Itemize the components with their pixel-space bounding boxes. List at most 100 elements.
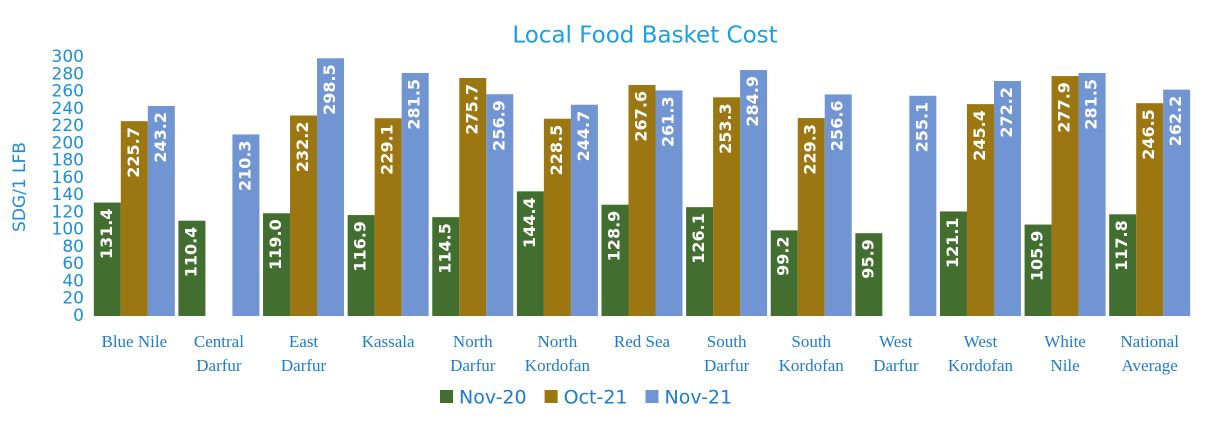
y-tick-label: 260 xyxy=(52,82,84,102)
y-tick-label: 160 xyxy=(52,168,84,188)
legend-label: Nov-20 xyxy=(459,387,527,409)
bar xyxy=(1078,72,1106,316)
bar xyxy=(570,104,598,316)
data-label: 244.7 xyxy=(574,111,593,162)
data-label: 99.2 xyxy=(774,236,793,275)
bar xyxy=(740,70,768,316)
bar xyxy=(374,118,402,317)
legend-label: Oct-21 xyxy=(564,387,628,409)
bar xyxy=(290,115,318,316)
bar xyxy=(966,104,994,316)
data-label: 126.1 xyxy=(689,213,708,264)
x-tick-label: Kassala xyxy=(362,332,415,351)
bar xyxy=(855,233,883,316)
legend-swatch xyxy=(440,390,453,403)
legend-label: Nov-21 xyxy=(665,387,733,409)
bar xyxy=(93,202,121,316)
bar xyxy=(909,95,937,316)
data-label: 105.9 xyxy=(1028,231,1047,282)
bar xyxy=(686,207,714,316)
y-tick-label: 300 xyxy=(52,47,84,67)
y-tick-label: 60 xyxy=(62,254,84,274)
y-tick-label: 180 xyxy=(52,151,84,171)
bar xyxy=(1024,224,1052,316)
data-label: 210.3 xyxy=(235,140,254,191)
bar xyxy=(516,191,544,316)
data-label: 253.3 xyxy=(716,103,735,154)
x-tick-label: West Kordofan xyxy=(948,332,1014,375)
data-label: 246.5 xyxy=(1139,109,1158,160)
x-tick-label: North Kordofan xyxy=(525,332,591,375)
bar xyxy=(1109,214,1137,316)
bar xyxy=(120,121,148,317)
data-label: 272.2 xyxy=(997,87,1016,138)
data-label: 229.3 xyxy=(801,124,820,175)
x-tick-label: West Darfur xyxy=(873,332,919,375)
legend-swatch xyxy=(645,390,659,403)
bar xyxy=(770,230,798,316)
x-tick-label: South Kordofan xyxy=(779,332,845,375)
x-tick-label: South Darfur xyxy=(704,332,750,375)
y-tick-label: 220 xyxy=(52,116,84,136)
y-tick-label: 80 xyxy=(62,237,84,257)
bar xyxy=(486,94,514,317)
data-label: 256.6 xyxy=(828,100,847,151)
x-tick-label: North Darfur xyxy=(450,332,496,375)
y-tick-label: 0 xyxy=(73,306,84,326)
y-tick-label: 240 xyxy=(52,99,84,119)
data-label: 243.2 xyxy=(151,112,170,163)
data-label: 255.1 xyxy=(912,102,931,153)
bar xyxy=(1163,89,1191,316)
data-label: 225.7 xyxy=(124,127,143,178)
data-label: 144.4 xyxy=(520,197,539,248)
bar xyxy=(713,97,741,317)
chart-title: Local Food Basket Cost xyxy=(512,23,777,49)
x-tick-label: Blue Nile xyxy=(101,332,167,351)
data-label: 277.9 xyxy=(1055,82,1074,133)
y-axis-label: SDG/1 LFB xyxy=(10,142,30,232)
y-tick-label: 280 xyxy=(52,64,84,84)
y-tick-label: 20 xyxy=(62,289,84,309)
data-label: 262.2 xyxy=(1166,96,1185,147)
data-label: 298.5 xyxy=(320,64,339,115)
x-tick-label: White Nile xyxy=(1044,332,1086,375)
bar xyxy=(601,204,629,316)
bar xyxy=(655,90,683,316)
y-tick-label: 40 xyxy=(62,271,84,291)
data-label: 232.2 xyxy=(293,122,312,173)
data-label: 128.9 xyxy=(605,211,624,262)
data-label: 228.5 xyxy=(547,125,566,176)
data-label: 119.0 xyxy=(266,219,285,270)
x-tick-label: East Darfur xyxy=(281,332,327,375)
bar xyxy=(347,215,375,316)
bar xyxy=(1136,103,1164,317)
data-label: 261.3 xyxy=(659,96,678,147)
data-label: 281.5 xyxy=(1082,79,1101,130)
bar xyxy=(459,77,487,316)
bar xyxy=(432,217,460,316)
bar xyxy=(797,118,825,317)
y-tick-label: 100 xyxy=(52,220,84,240)
bar xyxy=(263,213,291,316)
data-label: 117.8 xyxy=(1112,220,1131,271)
data-label: 131.4 xyxy=(97,209,116,260)
data-label: 275.7 xyxy=(462,84,481,135)
bar xyxy=(543,118,571,316)
y-tick-label: 200 xyxy=(52,133,84,153)
data-label: 256.9 xyxy=(489,100,508,151)
data-label: 267.6 xyxy=(632,91,651,142)
data-label: 95.9 xyxy=(858,239,877,278)
bar xyxy=(628,84,656,316)
legend-swatch xyxy=(544,390,558,403)
data-label: 284.9 xyxy=(743,76,762,127)
data-label: 245.4 xyxy=(970,110,989,161)
bar xyxy=(178,220,206,316)
bar xyxy=(317,58,345,317)
bar xyxy=(993,81,1021,316)
y-tick-label: 140 xyxy=(52,185,84,205)
data-label: 121.1 xyxy=(943,217,962,268)
x-tick-label: National Average xyxy=(1120,332,1179,375)
bar xyxy=(147,106,175,317)
bar xyxy=(401,72,429,316)
data-label: 281.5 xyxy=(405,79,424,130)
